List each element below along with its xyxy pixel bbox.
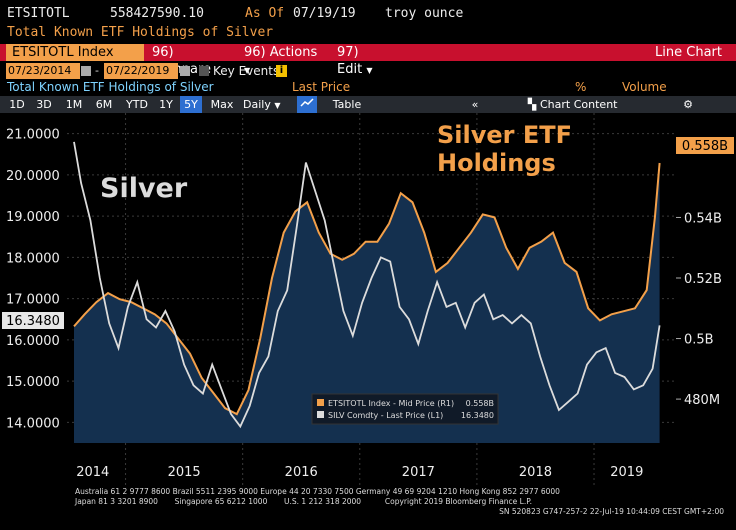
period-1y[interactable]: 1Y [159,98,173,111]
ticker-value: 558427590.10 [110,6,204,21]
chart-toolbar: 1D 3D 1M 6M YTD 1Y 5Y Max Daily ▼ Table … [0,96,736,113]
x-tick-label: 2014 [76,465,109,480]
chevron-down-icon: ▼ [274,101,281,110]
left-tick-label: 14.0000 [6,416,60,431]
key-events-label: Key Events [213,64,280,78]
footer-line-1: Australia 61 2 9777 8600 Brazil 5511 239… [75,487,560,496]
etf-holdings-line [73,162,661,416]
collapse-left-icon[interactable]: « [471,98,479,111]
line-chart-icon[interactable] [297,96,317,113]
as-of-date: 07/19/19 [293,6,356,21]
chart-content-button[interactable]: Chart Content [540,98,618,111]
left-tick-label: 17.0000 [6,293,60,308]
left-tick-label: 21.0000 [6,128,60,143]
edit-menu[interactable]: 97) Edit ▼ [331,44,393,77]
x-tick-label: 2019 [610,465,643,480]
x-tick-label: 2018 [519,465,552,480]
period-ytd[interactable]: YTD [126,98,148,111]
chevron-down-icon: ▼ [366,66,373,75]
legend-etf-label: ETSITOTL Index - Mid Price (R1) [328,399,454,408]
compare-button[interactable]: 96) Compare [146,44,234,77]
annotation-etf-line2: Holdings [437,149,556,177]
key-events-checkbox[interactable] [199,66,209,76]
period-1m[interactable]: 1M [65,98,83,111]
period-6m[interactable]: 6M [95,98,113,111]
table-button[interactable]: Table [332,98,362,111]
x-tick-label: 2017 [402,465,435,480]
etf-last-value: 0.558B [682,139,728,154]
chart-content-icon[interactable]: ▚ [527,98,537,111]
actions-label: 96) Actions [244,45,318,60]
menu-bar: ETSITOTL Index 96) Compare 96) Actions ▼… [0,44,736,77]
etf-last-value-box [676,137,734,154]
gear-icon[interactable]: ⚙ [683,98,693,111]
left-axis: 21.0000 20.0000 19.0000 18.0000 17.0000 16.00… [6,128,60,432]
etf-holdings-area [74,163,660,443]
edit-label: 97) Edit [337,45,363,77]
info-icon[interactable]: i [276,65,287,77]
chart-area: 21.0000 20.0000 19.0000 18.0000 17.0000 16.00… [2,113,734,485]
chevron-down-icon: ▼ [244,66,251,75]
period-3d[interactable]: 3D [36,98,52,111]
calendar-icon[interactable] [180,66,190,76]
silver-last-value: 16.3480 [6,314,60,329]
frequency-select[interactable]: Daily ▼ [243,96,293,113]
end-date-field[interactable]: 07/22/2019 [104,63,178,79]
legend-swatch-silver [317,411,324,418]
legend-silver-value: 16.3480 [461,411,494,420]
last-price-label: Last Price [292,80,351,94]
page-subtitle: Total Known ETF Holdings of Silver [7,25,274,40]
left-tick-label: 19.0000 [6,210,60,225]
legend-silver-label: SILV Comdty - Last Price (L1) [328,411,443,420]
right-tick-label: 0.54B [684,211,722,226]
left-tick-label: 20.0000 [6,169,60,184]
right-axis: 0.54B 0.52B 0.5B 480M [676,211,722,408]
x-tick-label: 2015 [168,465,201,480]
right-tick-label: 0.52B [684,272,722,287]
legend-box [311,393,499,425]
period-max[interactable]: Max [210,98,234,111]
silver-last-value-box [2,312,64,329]
period-5y[interactable]: 5Y [180,96,202,113]
series-title: Total Known ETF Holdings of Silver [7,80,214,94]
as-of-label: As Of [245,6,285,21]
volume-label: Volume [622,80,667,94]
annotation-silver: Silver [100,173,188,204]
footer-line-2: Japan 81 3 3201 8900 Singapore 65 6212 1… [75,497,532,506]
unit-label: troy ounce [385,6,464,21]
left-tick-label: 15.0000 [6,375,60,390]
period-1d[interactable]: 1D [9,98,25,111]
date-row: 07/23/2014 - 07/22/2019 Key Events i [0,63,736,80]
chart-type-button[interactable]: Line Chart [638,44,728,61]
x-tick-label: 2016 [285,465,318,480]
actions-menu[interactable]: 96) Actions ▼ [238,44,328,75]
legend-swatch-etf [317,399,324,406]
annotation-etf-line1: Silver ETF [437,121,572,149]
index-field[interactable]: ETSITOTL Index [6,44,144,61]
legend-etf-value: 0.558B [466,399,494,408]
silver-price-line [73,141,661,429]
percent-label: % [575,80,587,94]
footer-line-3: SN 520823 G747-257-2 22-Jul-19 10:44:09 … [499,507,724,516]
x-axis: 2014 2015 2016 2017 2018 2019 [76,465,643,480]
left-tick-label: 16.0000 [6,334,60,349]
right-tick-label: 480M [684,393,720,408]
frequency-label: Daily [243,98,271,111]
right-tick-label: 0.5B [684,333,714,348]
left-tick-label: 18.0000 [6,251,60,266]
legend-row: Total Known ETF Holdings of Silver Last … [0,80,736,95]
calendar-icon[interactable] [81,66,91,76]
start-date-field[interactable]: 07/23/2014 [6,63,80,79]
ticker: ETSITOTL [7,6,70,21]
